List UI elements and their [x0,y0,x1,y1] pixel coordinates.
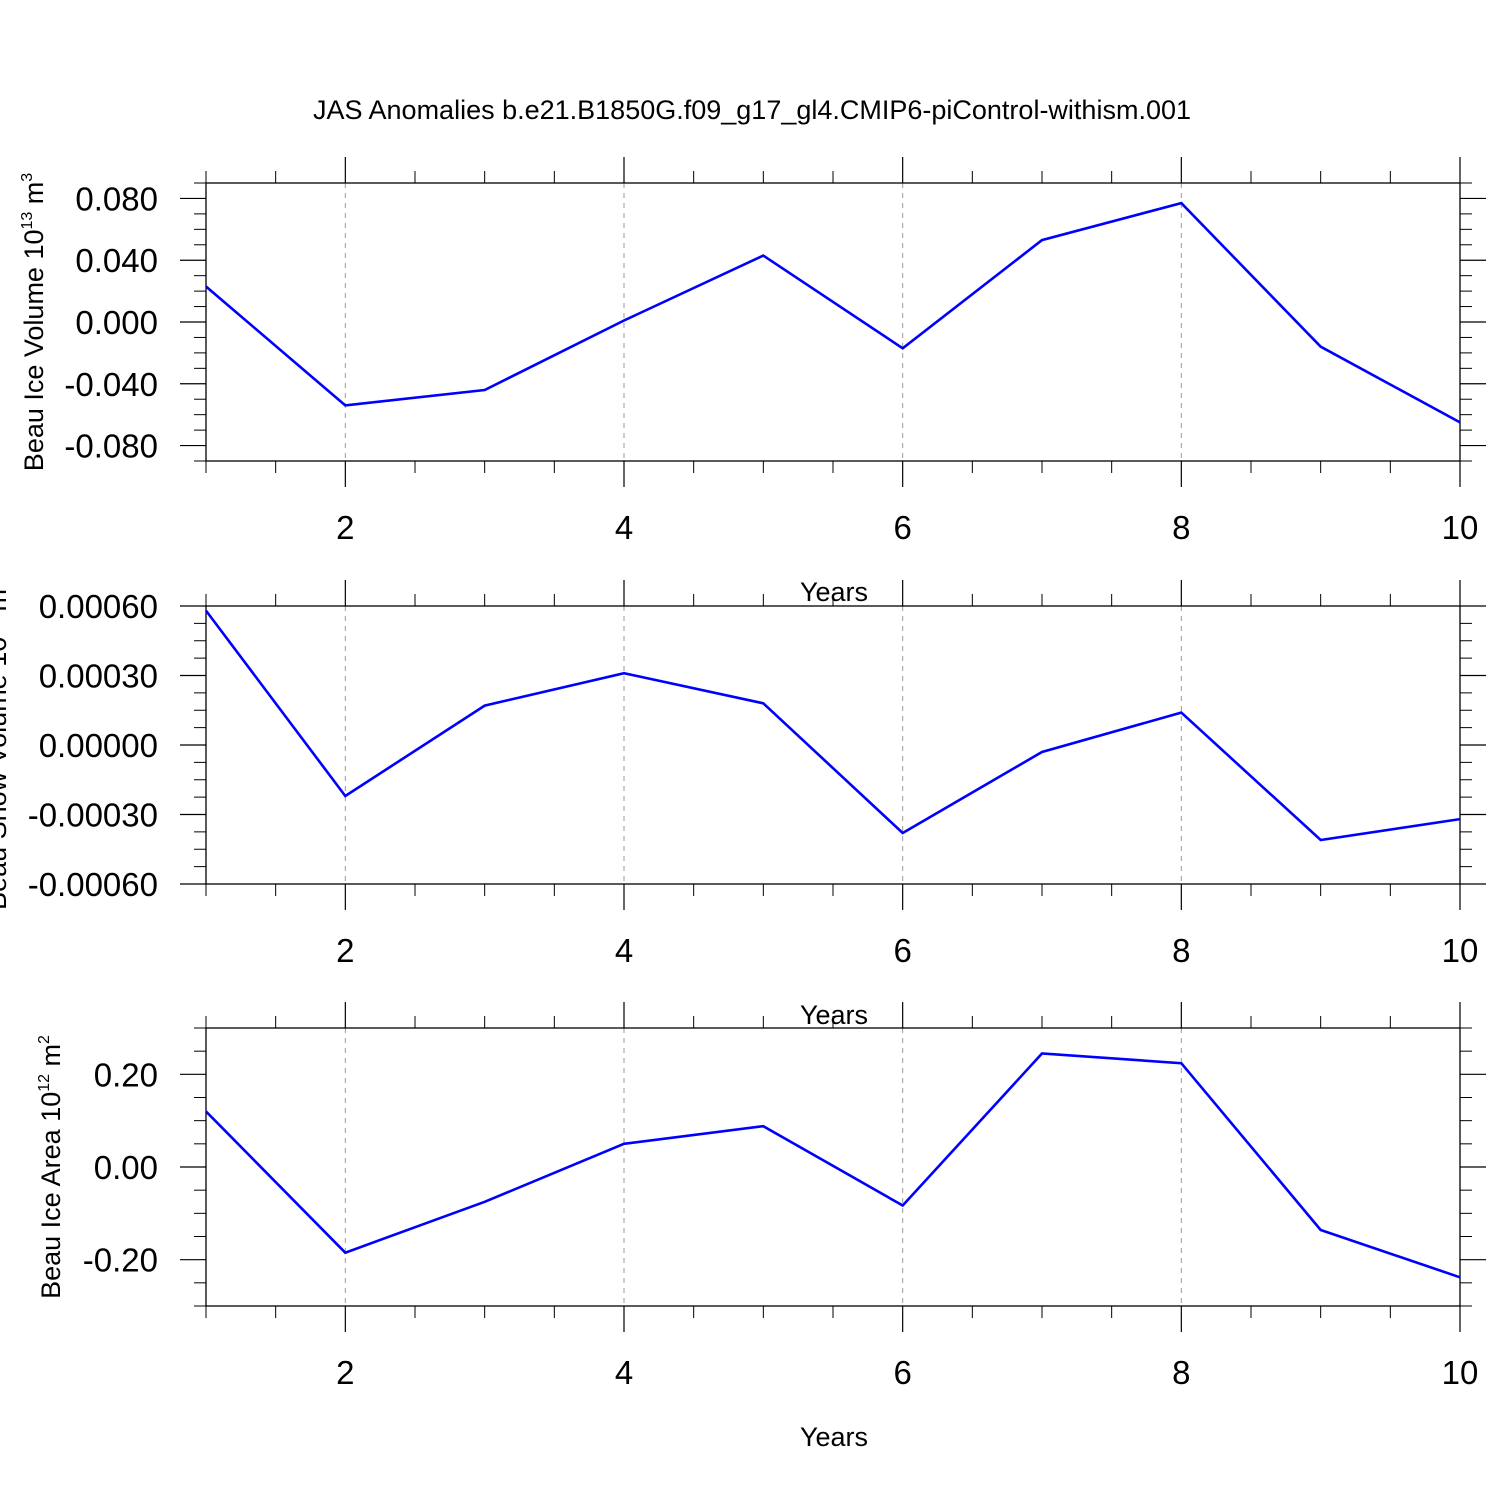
panels: 2 4 6 8 10 0.080 0.040 0.000 -0.040 -0.080 Years Be… [0,157,1486,1452]
x-tick-label: 2 [336,509,354,546]
y-tick-label: -0.080 [64,428,158,465]
x-tick-label: 2 [336,1354,354,1391]
x-axis-title: Years [800,1000,868,1030]
x-tick-label: 4 [615,932,633,969]
x-tick-label: 4 [615,509,633,546]
y-tick-label: 0.00060 [39,588,158,625]
y-axis-title-unit: m [36,1044,66,1074]
main-title: JAS Anomalies b.e21.B1850G.f09_g17_gl4.C… [313,95,1191,125]
y-axis-title-base: Beau Ice Volume 10 [19,230,49,472]
x-tick-label: 6 [893,1354,911,1391]
x-tick-label: 10 [1442,932,1479,969]
y-tick-label: 0.00030 [39,658,158,695]
y-axis-title-unit: m [19,182,49,212]
y-axis-title: Beau Ice Volume 1013 m3 [19,173,49,471]
x-tick-label: 6 [893,932,911,969]
series-line [205,201,1461,424]
y-axis-title-unit-exponent: 2 [36,1035,53,1044]
y-tick-label: -0.00060 [28,866,158,903]
x-tick-label: 10 [1442,1354,1479,1391]
series-line [204,609,1461,842]
y-tick-label: 0.000 [75,304,158,341]
x-axis-title: Years [800,1422,868,1452]
x-tick-label: 10 [1442,509,1479,546]
y-axis-title-unit: m [0,589,12,619]
y-axis-title-exponent: 12 [36,1074,53,1092]
y-tick-label: 0.080 [75,180,158,217]
panel-2: 2 4 6 8 10 0.00060 0.00030 0.00000 -0.00030 -0.00… [0,580,1486,1030]
y-tick-label: 0.00000 [39,727,158,764]
y-axis-title-base: Beau Snow Volume 10 [0,637,12,910]
y-axis-title-base: Beau Ice Area 10 [36,1092,66,1299]
y-tick-label: 0.00 [94,1149,158,1186]
y-tick-label: 0.040 [75,242,158,279]
plot-frame [205,182,1461,462]
y-tick-label: -0.040 [64,366,158,403]
x-tick-label: 4 [615,1354,633,1391]
panel-1: 2 4 6 8 10 0.080 0.040 0.000 -0.040 -0.080 Years Be… [19,157,1486,607]
x-tick-label: 8 [1172,509,1190,546]
panel-3: 2 4 6 8 10 0.20 0.00 -0.20 Years Beau Ice Area 10… [36,1002,1486,1452]
y-tick-label: -0.20 [83,1242,158,1279]
x-tick-label: 8 [1172,1354,1190,1391]
y-axis-title: Beau Snow Volume 1013 m3 [0,580,12,910]
y-tick-label: 0.20 [94,1056,158,1093]
series-line [205,1052,1461,1279]
x-tick-label: 6 [893,509,911,546]
y-axis-title-unit-exponent: 3 [19,173,36,182]
x-tick-label: 2 [336,932,354,969]
plot-frame [205,1027,1461,1307]
y-axis-title-exponent: 13 [19,212,36,230]
y-tick-label: -0.00030 [28,797,158,834]
y-axis-title: Beau Ice Area 1012 m2 [36,1035,66,1299]
x-tick-label: 8 [1172,932,1190,969]
x-axis-title: Years [800,577,868,607]
plot-frame [205,605,1461,885]
